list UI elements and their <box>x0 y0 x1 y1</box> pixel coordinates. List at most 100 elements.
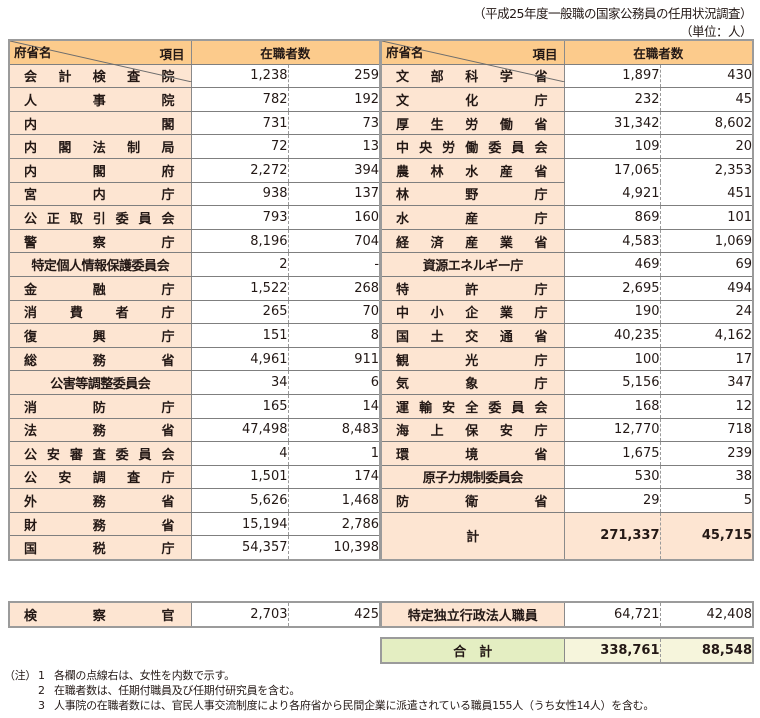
row-total: 4,921 <box>564 182 661 207</box>
table-row: 内閣法制局 72 13 <box>9 134 381 159</box>
row-name: 公害等調整委員会 <box>9 370 192 395</box>
row-women: 24 <box>660 299 754 325</box>
table-row: 内閣府 2,272 394 <box>9 157 381 183</box>
row-women: 17 <box>660 346 754 372</box>
row-name: 外務省 <box>9 488 192 513</box>
row-women: 174 <box>288 464 381 490</box>
prosecutors-table: 検察官 2,703 425 <box>8 601 381 628</box>
row-total: 530 <box>564 464 661 490</box>
ministry-name: 文部科学省 <box>396 70 548 86</box>
row-total: 2,703 <box>191 601 289 628</box>
row-name: 公正取引委員会 <box>9 205 192 230</box>
item-label: 項目 <box>532 47 558 62</box>
row-name: 宮内庁 <box>9 181 192 207</box>
grand-total-label: 合 計 <box>381 637 565 664</box>
table-row: 消費者庁 265 70 <box>9 299 381 325</box>
table-row: 会計検査院 1,238 259 <box>9 63 381 89</box>
table-row: 経済産業省 4,583 1,069 <box>381 228 754 254</box>
row-women: 70 <box>288 299 381 325</box>
table-row: 国土交通省 40,235 4,162 <box>381 323 754 348</box>
ministry-name: 林野庁 <box>396 188 548 204</box>
diagonal-header-cell: 項目 府省名 <box>381 39 565 82</box>
table-row: 運輸安全委員会 168 12 <box>381 393 754 419</box>
count-header: 在職者数 <box>564 39 754 65</box>
row-total: 168 <box>564 393 661 419</box>
row-name: 水産庁 <box>381 205 565 230</box>
ministry-name: 消費者庁 <box>24 306 175 322</box>
ministry-name: 厚生労働省 <box>396 117 548 133</box>
row-total: 72 <box>191 134 289 159</box>
row-women: 14 <box>288 393 381 419</box>
prosecutors-name: 検察官 <box>24 608 175 624</box>
row-women: 8 <box>288 323 381 348</box>
row-name: 国税庁 <box>9 535 192 561</box>
row-name: 総務省 <box>9 346 192 372</box>
ministry-name: 会計検査院 <box>24 70 175 86</box>
table-row: 消防庁 165 14 <box>9 393 381 419</box>
row-name: 消費者庁 <box>9 299 192 325</box>
ministry-name: 公害等調整委員会 <box>50 377 151 393</box>
row-women: 1,468 <box>288 488 381 513</box>
row-name: 林野庁 <box>381 181 565 207</box>
row-name: 消防庁 <box>9 393 192 419</box>
note-number: 3 <box>38 699 45 712</box>
row-total: 34 <box>191 370 289 395</box>
row-name: 原子力規制委員会 <box>381 464 565 490</box>
row-women: 268 <box>288 275 381 301</box>
row-name: 法務省 <box>9 417 192 443</box>
row-total: 109 <box>564 134 661 159</box>
row-name: 復興庁 <box>9 323 192 348</box>
table-row: 国税庁 54,357 10,398 <box>9 535 381 561</box>
row-total: 12,770 <box>564 417 661 443</box>
row-name: 資源エネルギー庁 <box>381 252 565 277</box>
row-name: 気象庁 <box>381 370 565 395</box>
row-total: 17,065 <box>564 157 661 183</box>
row-name: 内閣 <box>9 110 192 136</box>
row-women: 425 <box>288 601 380 628</box>
row-women: 451 <box>660 182 754 207</box>
note-text: 人事院の在職者数には、官民人事交流制度により各府省から民間企業に派遣されている職… <box>54 699 655 712</box>
row-total: 5,156 <box>564 370 661 395</box>
table-row: 警察庁 8,196 704 <box>9 228 381 254</box>
table-row: 気象庁 5,156 347 <box>381 370 754 395</box>
row-women: 430 <box>660 63 754 89</box>
row-name: 財務省 <box>9 511 192 537</box>
ministry-name: 公安調査庁 <box>24 471 175 487</box>
ministry-name: 資源エネルギー庁 <box>422 259 524 275</box>
ministry-name: 文化庁 <box>396 93 548 109</box>
row-women: 347 <box>660 370 754 395</box>
grand-total-women: 88,548 <box>660 637 753 664</box>
row-name: 検察官 <box>9 601 192 628</box>
row-women: 4,162 <box>660 323 754 348</box>
ministry-name: 財務省 <box>24 518 175 534</box>
row-women: 160 <box>288 205 381 230</box>
ministry-name: 環境省 <box>396 447 548 463</box>
ministry-name: 内閣 <box>24 117 175 133</box>
row-women: - <box>288 252 381 277</box>
grand-total-total: 338,761 <box>564 637 661 664</box>
row-women: 6 <box>288 370 381 395</box>
ministry-name: 警察庁 <box>24 235 175 251</box>
ministry-name: 農林水産省 <box>396 164 548 180</box>
table-row: 人事院 782 192 <box>9 87 381 112</box>
row-name: 金融庁 <box>9 275 192 301</box>
ministry-label: 府省名 <box>14 44 52 60</box>
specified-agency-name: 特定独立行政法人職員 <box>381 601 565 628</box>
row-women: 718 <box>660 417 754 443</box>
row-women: 45 <box>660 87 754 112</box>
ministry-name: 水産庁 <box>396 211 548 227</box>
table-row: 環境省 1,675 239 <box>381 441 754 466</box>
row-name: 内閣法制局 <box>9 134 192 159</box>
row-women: 239 <box>660 441 754 466</box>
row-total: 2,695 <box>564 275 661 301</box>
row-women: 8,602 <box>660 110 754 136</box>
row-women: 394 <box>288 157 381 183</box>
ministry-name: 経済産業省 <box>396 235 548 251</box>
row-total: 1,522 <box>191 275 289 301</box>
note-text: 在職者数は、任期付職員及び任期付研究員を含む。 <box>54 684 301 697</box>
ministry-name: 宮内庁 <box>24 188 175 204</box>
table-row: 特許庁 2,695 494 <box>381 275 754 301</box>
row-women: 911 <box>288 346 381 372</box>
subtotal-total: 271,337 <box>564 511 661 561</box>
row-total: 15,194 <box>191 511 289 537</box>
